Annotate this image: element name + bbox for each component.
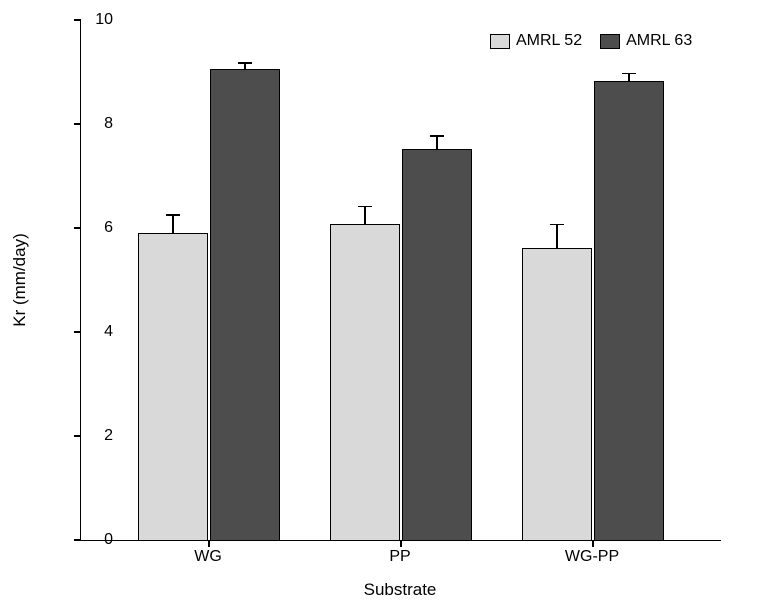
- y-tick-label: 8: [104, 115, 113, 133]
- y-tick: [74, 19, 81, 21]
- y-tick-label: 10: [95, 11, 113, 29]
- error-bar: [556, 224, 558, 247]
- error-cap: [358, 206, 372, 208]
- y-tick: [74, 435, 81, 437]
- bar: [402, 149, 472, 540]
- error-cap: [238, 62, 252, 64]
- x-tick: [400, 540, 402, 547]
- x-tick-label: WG: [194, 548, 222, 566]
- legend-item: AMRL 52: [490, 32, 582, 50]
- y-tick-label: 0: [104, 531, 113, 549]
- y-axis-label: Kr (mm/day): [10, 233, 30, 327]
- legend: AMRL 52 AMRL 63: [490, 32, 692, 50]
- x-tick: [592, 540, 594, 547]
- error-cap: [550, 224, 564, 226]
- error-cap: [622, 73, 636, 75]
- error-bar: [172, 215, 174, 233]
- error-cap: [430, 135, 444, 137]
- x-axis-label: Substrate: [364, 580, 437, 600]
- legend-swatch: [600, 34, 620, 49]
- error-bar: [436, 136, 438, 149]
- legend-swatch: [490, 34, 510, 49]
- legend-label: AMRL 52: [516, 32, 582, 50]
- y-tick: [74, 123, 81, 125]
- legend-item: AMRL 63: [600, 32, 692, 50]
- x-tick-label: WG-PP: [565, 548, 619, 566]
- y-tick-label: 4: [104, 323, 113, 341]
- y-tick: [74, 331, 81, 333]
- x-tick-label: PP: [389, 548, 410, 566]
- x-tick: [208, 540, 210, 547]
- bar: [330, 224, 400, 540]
- error-cap: [166, 214, 180, 216]
- bar: [522, 248, 592, 540]
- y-tick: [74, 539, 81, 541]
- y-tick-label: 2: [104, 427, 113, 445]
- error-bar: [364, 207, 366, 224]
- y-tick-label: 6: [104, 219, 113, 237]
- error-bar: [628, 74, 630, 82]
- legend-label: AMRL 63: [626, 32, 692, 50]
- bar: [594, 81, 664, 540]
- bar: [210, 69, 280, 540]
- plot-area: [80, 20, 721, 541]
- error-bar: [244, 63, 246, 69]
- bar: [138, 233, 208, 540]
- y-tick: [74, 227, 81, 229]
- chart-container: Kr (mm/day) Substrate AMRL 52 AMRL 63 0 2 4…: [0, 0, 761, 609]
